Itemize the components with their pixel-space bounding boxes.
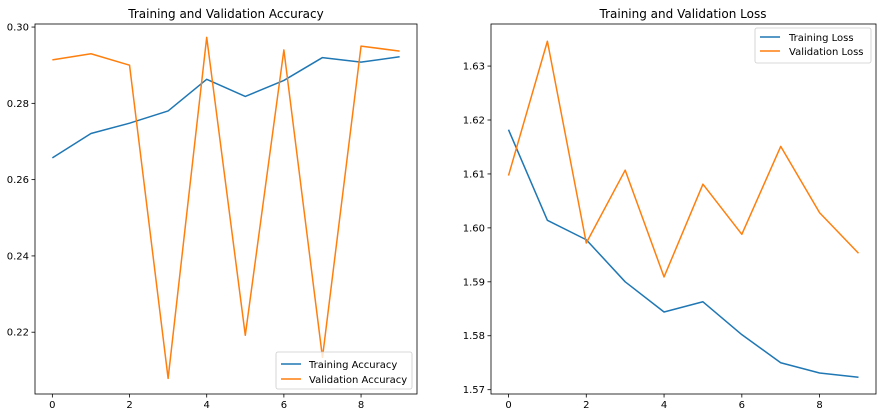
legend-box [275,351,413,390]
y-tick-label: 1.59 [463,277,485,288]
y-tick-label: 1.57 [463,385,485,396]
series-lines [51,36,400,380]
y-tick-label: 1.63 [463,62,485,73]
y-tick-label: 1.62 [463,116,485,127]
chart-title: Training and Validation Accuracy [127,7,323,21]
chart-title: Training and Validation Loss [599,7,767,21]
x-tick-label: 6 [281,400,287,411]
x-tick-label: 2 [583,400,589,411]
x-tick-label: 8 [358,400,364,411]
y-tick-label: 0.24 [7,251,29,262]
axis-ticks: 0 2 4 6 8 1.57 1.58 1.59 1.60 1.61 1.62 1.63 [463,62,823,411]
x-tick-label: 4 [661,400,667,411]
legend-box [754,27,872,64]
legend-label-training-accuracy: Training Accuracy [308,360,397,371]
y-tick-label: 0.28 [7,99,29,110]
y-tick-label: 1.58 [463,331,485,342]
y-tick-label: 0.26 [7,175,29,186]
legend-label-validation-loss: Validation Loss [789,47,864,58]
accuracy-chart: Training and Validation Accuracy 0 2 4 6 8 0.… [7,7,418,411]
loss-chart: Training and Validation Loss 0 2 4 6 8 1.57 1.… [463,7,877,411]
y-tick-label: 0.22 [7,328,29,339]
y-tick-label: 1.61 [463,169,485,180]
series-line-validation-accuracy [52,36,400,380]
x-tick-label: 6 [739,400,745,411]
x-tick-label: 2 [126,400,132,411]
legend-label-validation-accuracy: Validation Accuracy [309,375,407,386]
x-tick-label: 0 [49,400,55,411]
y-tick-label: 0.30 [7,23,29,34]
x-tick-label: 8 [816,400,822,411]
x-tick-label: 0 [505,400,511,411]
y-tick-label: 1.60 [463,223,485,234]
axis-ticks: 0 2 4 6 8 0.22 0.24 0.26 0.28 0.30 [7,23,365,411]
series-line-validation-loss [507,40,860,278]
series-lines [507,40,860,379]
series-line-training-accuracy [51,56,400,159]
plot-frame [490,23,877,395]
x-tick-label: 4 [204,400,210,411]
legend: Training Accuracy Validation Accuracy [275,351,413,390]
plot-frame [34,23,418,395]
legend-label-training-loss: Training Loss [788,33,854,44]
series-line-training-loss [507,129,859,379]
legend: Training Loss Validation Loss [754,27,872,64]
